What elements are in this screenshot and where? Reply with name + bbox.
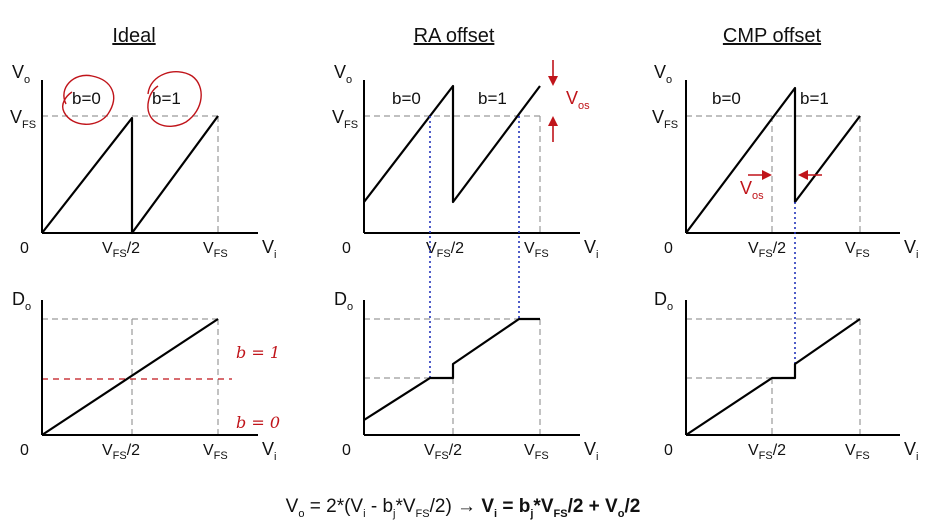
- vos-arrowhead-down: [548, 76, 558, 86]
- cmp-offset-digital-plot: Do 0 VFS/2 VFS Vi: [654, 289, 918, 463]
- b1-label: b=1: [152, 89, 181, 108]
- vi-label: Vi: [904, 237, 918, 261]
- vos-arrowhead-left: [798, 170, 808, 180]
- origin-label: 0: [20, 240, 29, 257]
- vfs-tick: VFS: [524, 240, 549, 260]
- vfs-half-tick: VFS/2: [102, 240, 140, 260]
- ideal-transfer-plot: Vo VFS 0 VFS/2 VFS Vi b=0 b=1: [10, 62, 276, 261]
- vfs-half-tick: VFS/2: [748, 240, 786, 260]
- ra-offset-digital-plot: Do 0 VFS/2 VFS Vi: [334, 289, 598, 463]
- vi-label: Vi: [904, 439, 918, 463]
- b1-label: b=1: [478, 89, 507, 108]
- vos-arrowhead-up: [548, 116, 558, 126]
- b0-label: b=0: [712, 89, 741, 108]
- vfs-tick: VFS: [524, 442, 549, 462]
- vo-label: Vo: [334, 62, 352, 86]
- vos-label: Vos: [566, 88, 590, 112]
- b0-label: b=0: [72, 89, 101, 108]
- vos-label: Vos: [740, 178, 764, 202]
- vi-label: Vi: [584, 237, 598, 261]
- origin-label: 0: [664, 442, 673, 459]
- ra-offset-transfer-plot: Vo VFS 0 VFS/2 VFS Vi b=0 b=1 Vos: [332, 60, 598, 261]
- vfs-half-tick: VFS/2: [424, 442, 462, 462]
- do-label: Do: [12, 289, 31, 313]
- vo-label: Vo: [12, 62, 30, 86]
- vo-label: Vo: [654, 62, 672, 86]
- vfs-tick: VFS: [845, 442, 870, 462]
- hand-b0-note: b = 0: [236, 413, 280, 432]
- do-label: Do: [334, 289, 353, 313]
- vfs-label: VFS: [652, 107, 678, 131]
- residue-curve: [685, 86, 861, 234]
- vi-label: Vi: [262, 237, 276, 261]
- cmp-offset-transfer-plot: Vo VFS 0 VFS/2 VFS Vi b=0 b=1 Vos: [652, 62, 918, 261]
- b1-label: b=1: [800, 89, 829, 108]
- digital-curve: [41, 318, 219, 436]
- digital-curve: [363, 317, 540, 421]
- ideal-digital-plot: Do 0 VFS/2 VFS Vi b = 1 b = 0: [12, 289, 280, 463]
- origin-label: 0: [664, 240, 673, 257]
- origin-label: 0: [342, 442, 351, 459]
- vfs-tick: VFS: [203, 442, 228, 462]
- vi-label: Vi: [584, 439, 598, 463]
- vi-label: Vi: [262, 439, 276, 463]
- hand-circle-b0: [62, 74, 115, 125]
- hand-b1-note: b = 1: [236, 343, 280, 362]
- title-cmp-offset: CMP offset: [723, 25, 822, 47]
- vfs-half-tick: VFS/2: [102, 442, 140, 462]
- origin-label: 0: [20, 442, 29, 459]
- do-label: Do: [654, 289, 673, 313]
- vos-arrowhead-right: [762, 170, 772, 180]
- origin-label: 0: [342, 240, 351, 257]
- vfs-label: VFS: [10, 107, 36, 131]
- vfs-half-tick: VFS/2: [426, 240, 464, 260]
- residue-curve: [363, 84, 541, 204]
- b0-label: b=0: [392, 89, 421, 108]
- hand-circle-b1: [147, 71, 202, 127]
- vfs-tick: VFS: [845, 240, 870, 260]
- vfs-tick: VFS: [203, 240, 228, 260]
- digital-curve: [685, 318, 861, 436]
- vfs-label: VFS: [332, 107, 358, 131]
- residue-curve: [41, 115, 219, 235]
- residue-formula: Vo = 2*(Vi - bj*VFS/2) → Vi = bj*VFS/2 +…: [286, 496, 641, 520]
- title-ra-offset: RA offset: [414, 25, 495, 47]
- title-ideal: Ideal: [112, 25, 155, 47]
- vfs-half-tick: VFS/2: [748, 442, 786, 462]
